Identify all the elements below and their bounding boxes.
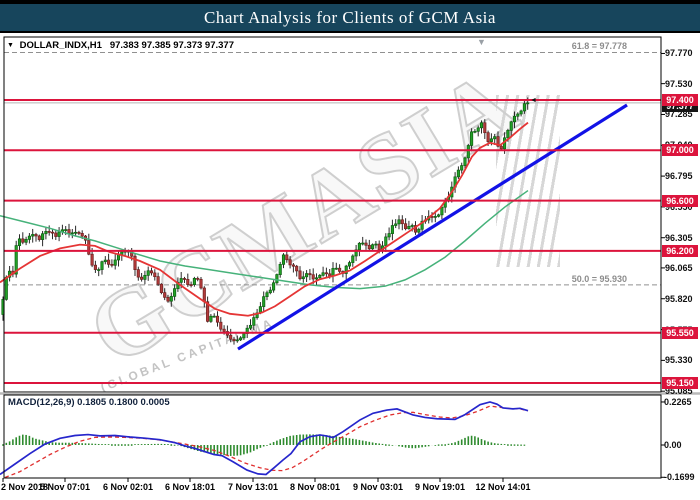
page-title: Chart Analysis for Clients of GCM Asia	[204, 8, 496, 27]
scroll-to-end-icon[interactable]: ▼	[477, 37, 486, 47]
title-bar: Chart Analysis for Clients of GCM Asia	[0, 0, 700, 33]
macd-indicator-label: MACD(12,26,9) 0.1805 0.1800 0.0005	[8, 397, 170, 408]
symbol-header: ▼ DOLLAR_INDX,H1 97.383 97.385 97.373 97…	[7, 40, 234, 51]
symbol-timeframe-label: DOLLAR_INDX,H1	[19, 40, 102, 51]
current-bar-marker-icon: ◄	[530, 97, 537, 104]
symbol-dropdown-icon[interactable]: ▼	[7, 42, 14, 49]
ohlc-readout: 97.383 97.385 97.373 97.377	[109, 40, 234, 51]
